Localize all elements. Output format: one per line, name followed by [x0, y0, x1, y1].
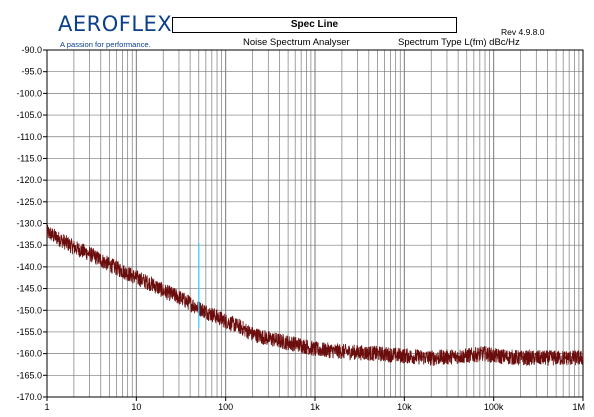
x-tick-label: 10	[131, 402, 141, 412]
y-tick-label: -100.0	[16, 88, 42, 98]
y-tick-label: -160.0	[16, 349, 42, 359]
x-tick-label: 100k	[484, 402, 504, 412]
y-tick-label: -90.0	[21, 45, 42, 55]
analyser-subtitle: Noise Spectrum Analyser	[243, 37, 350, 48]
y-tick-label: -135.0	[16, 240, 42, 250]
x-tick-label: 1M	[572, 402, 585, 412]
y-tick-label: -155.0	[16, 327, 42, 337]
y-tick-label: -115.0	[17, 153, 42, 163]
y-tick-label: -145.0	[16, 284, 42, 294]
y-tick-label: -130.0	[16, 219, 42, 229]
x-tick-label: 1	[44, 402, 49, 412]
chart-title-box: Spec Line	[172, 17, 457, 33]
y-tick-label: -140.0	[16, 262, 42, 272]
y-tick-label: -110.0	[17, 132, 42, 142]
y-tick-label: -125.0	[16, 197, 42, 207]
noise-trace	[46, 224, 584, 367]
x-tick-label: 10k	[397, 402, 412, 412]
y-tick-label: -170.0	[16, 392, 42, 402]
x-tick-label: 1k	[310, 402, 320, 412]
y-tick-label: -95.0	[21, 67, 42, 77]
aeroflex-logo: AEROFLEX A passion for performance.	[58, 12, 172, 50]
y-tick-label: -165.0	[16, 370, 42, 380]
y-tick-label: -120.0	[16, 175, 42, 185]
revision-label: Rev 4.9.8.0	[501, 27, 545, 37]
y-tick-label: -105.0	[16, 110, 42, 120]
chart-title: Spec Line	[290, 19, 339, 30]
x-tick-label: 100	[218, 402, 233, 412]
spectrum-type-label: Spectrum Type L(fm) dBc/Hz	[398, 37, 520, 48]
y-tick-label: -150.0	[16, 305, 42, 315]
logo-word: AEROFLEX	[58, 12, 173, 36]
plot-border	[46, 49, 584, 398]
logo-tagline: A passion for performance.	[60, 40, 151, 49]
